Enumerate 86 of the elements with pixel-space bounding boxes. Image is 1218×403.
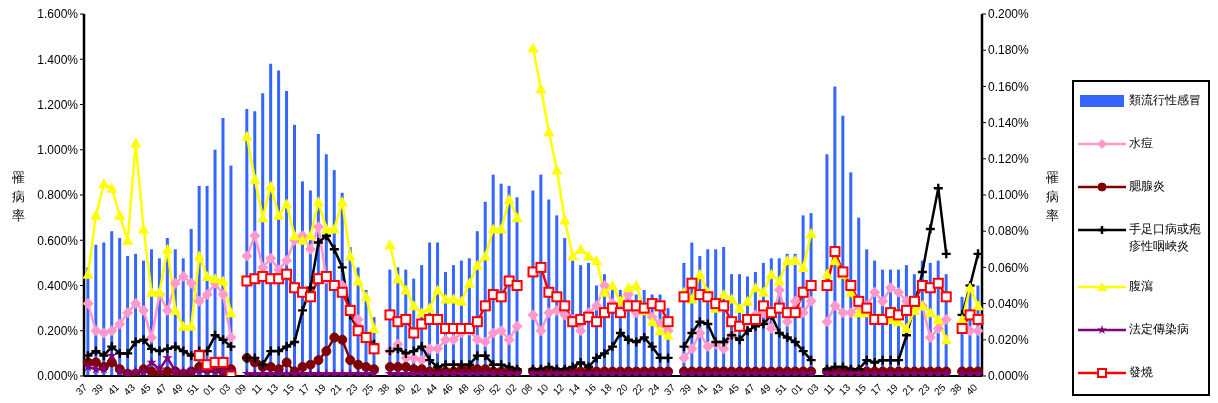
x-tick-label: 08 [518, 381, 535, 398]
legend-label: 腮腺炎 [1129, 178, 1165, 195]
y-tick-label: 0.400% [37, 278, 79, 293]
x-tick-label: 19 [884, 381, 901, 398]
x-tick-label: 38 [947, 381, 964, 398]
x-tick-label: 25 [359, 381, 376, 398]
y-tick-label: 0.200% [37, 324, 79, 339]
x-tick-label: 47 [741, 381, 758, 398]
y2-tick-label: 0.120% [988, 152, 1030, 167]
x-tick-label: 01 [788, 381, 805, 398]
x-tick-label: 16 [582, 381, 599, 398]
x-tick-label: 43 [709, 381, 726, 398]
x-tick-label: 25 [932, 381, 948, 398]
x-tick-label: 21 [328, 381, 344, 398]
x-tick-label: 51 [185, 381, 201, 398]
x-tick-label: 41 [693, 381, 710, 398]
x-tick-label: 09 [232, 381, 249, 398]
y2-tick-label: 0.060% [988, 260, 1030, 275]
x-tick-label: 12 [550, 381, 567, 398]
x-tick-label: 13 [264, 381, 281, 398]
x-tick-label: 01 [200, 381, 217, 398]
x-tick-label: 41 [105, 381, 122, 398]
x-tick-label: 46 [439, 381, 456, 398]
y-axis-title: 罹病率 [10, 169, 26, 225]
x-tick-label: 20 [614, 381, 631, 398]
legend-label: 腹瀉 [1129, 278, 1153, 295]
x-tick-label: 15 [852, 381, 869, 398]
x-tick-label: 52 [486, 381, 503, 398]
x-tick-label: 03 [216, 381, 233, 398]
x-tick-label: 38 [375, 381, 392, 398]
x-tick-label: 48 [455, 381, 472, 398]
y-tick-label: 1.400% [37, 52, 79, 67]
x-tick-label: 11 [821, 381, 837, 397]
x-tick-label: 43 [121, 381, 138, 398]
x-tick-label: 10 [534, 381, 551, 398]
x-tick-label: 40 [963, 381, 980, 398]
y2-tick-label: 0.140% [988, 115, 1030, 130]
y2-tick-label: 0.080% [988, 224, 1030, 239]
y-tick-label: 0.000% [37, 369, 79, 384]
x-tick-label: 39 [89, 381, 106, 398]
legend-label: 發燒 [1129, 364, 1153, 381]
x-tick-label: 17 [868, 381, 885, 398]
x-tick-label: 21 [900, 381, 917, 398]
x-tick-label: 24 [645, 381, 662, 398]
y2-tick-label: 0.160% [988, 79, 1030, 94]
x-tick-label: 37 [73, 381, 90, 398]
y-tick-label: 1.000% [37, 143, 79, 158]
y2-tick-label: 0.180% [988, 43, 1030, 58]
x-tick-label: 47 [153, 381, 170, 398]
y2-tick-label: 0.000% [988, 369, 1030, 384]
x-tick-label: 19 [312, 381, 329, 398]
x-tick-label: 22 [630, 381, 646, 398]
legend-label: 類流行性感冒 [1129, 92, 1201, 109]
y-tick-label: 0.600% [37, 233, 79, 248]
legend-label: 水痘 [1129, 135, 1153, 152]
x-tick-label: 50 [471, 381, 488, 398]
x-tick-label: 49 [757, 381, 774, 398]
x-tick-label: 17 [296, 381, 313, 398]
y2-axis-title: 罹病率 [1044, 169, 1060, 225]
y-tick-label: 0.800% [37, 188, 79, 203]
x-tick-label: 45 [137, 381, 154, 398]
y2-tick-label: 0.200% [988, 7, 1030, 22]
x-tick-label: 14 [566, 381, 583, 398]
x-tick-label: 02 [502, 381, 519, 398]
x-tick-label: 44 [423, 381, 440, 398]
y-tick-label: 1.200% [37, 97, 79, 112]
x-tick-label: 23 [916, 381, 933, 398]
x-tick-label: 13 [836, 381, 853, 398]
x-tick-label: 23 [343, 381, 360, 398]
legend-label: 手足口病或疱疹性咽峽炎 [1129, 221, 1202, 255]
y2-tick-label: 0.020% [988, 333, 1030, 348]
x-tick-label: 37 [661, 381, 678, 398]
y-tick-label: 1.600% [37, 7, 79, 22]
x-tick-label: 15 [280, 381, 297, 398]
x-tick-label: 40 [391, 381, 408, 398]
x-tick-label: 45 [725, 381, 742, 398]
x-tick-label: 18 [598, 381, 615, 398]
legend-label: 法定傳染病 [1129, 321, 1189, 338]
y2-tick-label: 0.100% [988, 188, 1030, 203]
x-tick-label: 11 [249, 381, 265, 397]
x-tick-label: 49 [169, 381, 186, 398]
x-tick-label: 39 [677, 381, 694, 398]
x-tick-label: 51 [773, 381, 790, 398]
x-tick-label: 42 [407, 381, 424, 398]
y2-tick-label: 0.040% [988, 296, 1030, 311]
x-tick-label: 03 [804, 381, 821, 398]
